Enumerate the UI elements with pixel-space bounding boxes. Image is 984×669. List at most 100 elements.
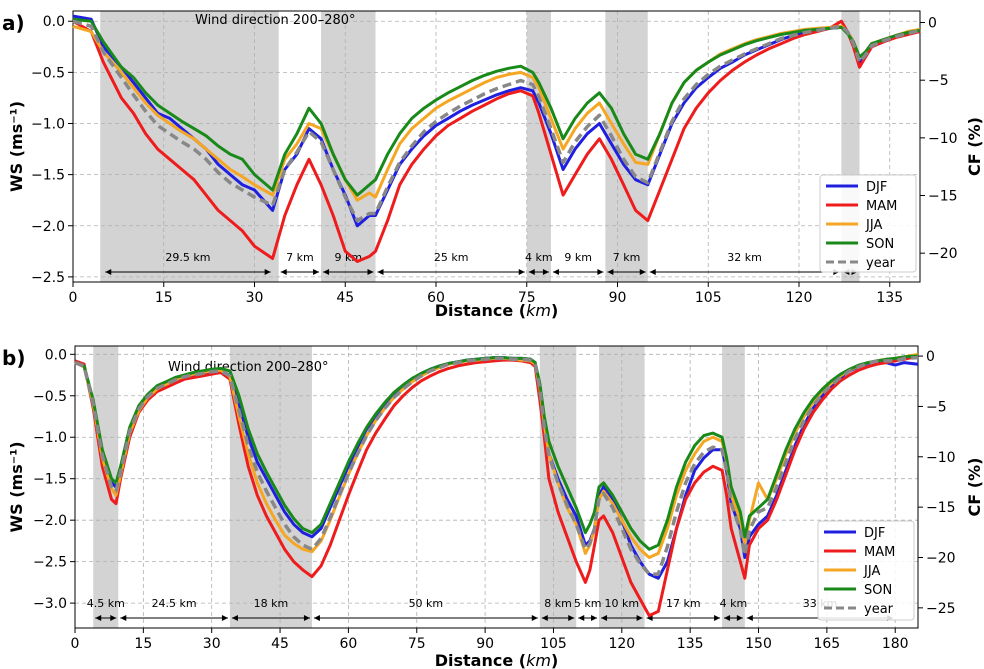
arrow-head-right bbox=[264, 269, 271, 275]
legend-label-jja: JJA bbox=[865, 218, 882, 233]
arrow-head-right bbox=[568, 615, 575, 621]
segment-label: 29.5 km bbox=[165, 251, 210, 264]
x-axis-label: Distance (km) bbox=[435, 301, 559, 320]
x-tick-label: 15 bbox=[134, 636, 152, 652]
y-right-tick-label: −10 bbox=[928, 131, 958, 147]
arrow-head-left bbox=[578, 615, 585, 621]
x-tick-label: 0 bbox=[69, 290, 78, 306]
arrow-head-right bbox=[636, 615, 643, 621]
segment-label: 17 km bbox=[666, 597, 701, 610]
arrow-head-left bbox=[95, 615, 102, 621]
segment-label: 7 km bbox=[613, 251, 641, 264]
y-right-tick-label: −15 bbox=[926, 500, 956, 516]
y-tick-label: −3.0 bbox=[33, 596, 67, 612]
x-tick-label: 150 bbox=[745, 636, 772, 652]
legend-label-son: SON bbox=[866, 237, 894, 252]
y-right-tick-label: −15 bbox=[928, 189, 958, 205]
y-right-tick-label: −25 bbox=[926, 601, 956, 617]
y-axis-label-left: WS (ms⁻¹) bbox=[7, 441, 26, 532]
arrow-head-left bbox=[601, 615, 608, 621]
y-tick-label: −1.0 bbox=[33, 430, 67, 446]
arrow-head-right bbox=[303, 615, 310, 621]
arrow-head-left bbox=[528, 269, 535, 275]
plot-frame bbox=[74, 345, 919, 629]
shaded-region bbox=[526, 11, 551, 282]
segment-label: 10 km bbox=[605, 597, 640, 610]
chart-panel-a: 0 15 30 45 60 75 90 105 120 135 0.0 −0.5 −1.0 −1.5 −2.… bbox=[2, 10, 984, 320]
arrow-head-right bbox=[313, 269, 320, 275]
chart-panel-b: 0 15 30 45 60 75 90 105 120 135 150 165 180 0.0 −0.5 −1… bbox=[2, 345, 984, 669]
x-tick-label: 15 bbox=[155, 290, 173, 306]
y-right-tick-label: −5 bbox=[926, 399, 947, 415]
arrow-head-left bbox=[646, 615, 653, 621]
arrow-head-left bbox=[377, 269, 384, 275]
series-line-son bbox=[72, 17, 921, 197]
x-tick-label: 165 bbox=[813, 636, 840, 652]
x-tick-label: 105 bbox=[695, 290, 722, 306]
x-axis-label: Distance (km) bbox=[435, 651, 559, 669]
arrow-head-right bbox=[221, 615, 228, 621]
y-axis-label-left: WS (ms⁻¹) bbox=[7, 101, 26, 192]
y-tick-label: −1.5 bbox=[31, 168, 65, 184]
y-axis-label-right: CF (%) bbox=[965, 117, 984, 176]
x-tick-label: 45 bbox=[336, 290, 354, 306]
legend: DJF MAM JJA SON year bbox=[817, 520, 915, 621]
arrow-head-right bbox=[367, 269, 374, 275]
legend-label-year: year bbox=[864, 602, 894, 617]
segment-label: 4.5 km bbox=[87, 597, 125, 610]
legend: DJF MAM JJA SON year bbox=[819, 174, 917, 273]
legend-label-djf: DJF bbox=[864, 526, 885, 541]
segment-label: 4 km bbox=[720, 597, 748, 610]
y-tick-label: 0.0 bbox=[45, 347, 67, 363]
y-tick-label: −2.0 bbox=[33, 513, 67, 529]
x-tick-label: 135 bbox=[677, 636, 704, 652]
segment-label: 7 km bbox=[286, 251, 314, 264]
arrow-head-left bbox=[649, 269, 656, 275]
y-right-tick-label: 0 bbox=[926, 349, 935, 365]
arrow-head-left bbox=[724, 615, 731, 621]
y-right-tick-label: 0 bbox=[928, 16, 937, 32]
segment-label: 8 km bbox=[544, 597, 572, 610]
y-tick-label: −0.5 bbox=[33, 389, 67, 405]
series-line-djf bbox=[74, 356, 919, 580]
arrow-head-left bbox=[323, 269, 330, 275]
x-tick-label: 60 bbox=[339, 636, 357, 652]
arrow-head-left bbox=[552, 269, 559, 275]
legend-label-year: year bbox=[866, 256, 896, 271]
wind-direction-annotation: Wind direction 200–280° bbox=[195, 13, 356, 28]
arrow-head-right bbox=[518, 269, 525, 275]
x-tick-label: 75 bbox=[408, 636, 426, 652]
y-tick-label: −2.5 bbox=[33, 555, 67, 571]
arrow-head-left bbox=[120, 615, 127, 621]
segment-label: 9 km bbox=[564, 251, 592, 264]
arrow-head-right bbox=[714, 615, 721, 621]
x-tick-label: 180 bbox=[882, 636, 909, 652]
x-tick-label: 45 bbox=[271, 636, 289, 652]
arrow-head-left bbox=[607, 269, 614, 275]
x-tick-label: 30 bbox=[203, 636, 221, 652]
arrow-head-left bbox=[746, 615, 753, 621]
y-right-tick-label: −20 bbox=[926, 551, 956, 567]
x-tick-label: 0 bbox=[71, 636, 80, 652]
y-tick-label: −0.5 bbox=[31, 65, 65, 81]
legend-label-djf: DJF bbox=[866, 180, 887, 195]
arrow-head-right bbox=[110, 615, 117, 621]
x-tick-label: 90 bbox=[476, 636, 494, 652]
y-right-tick-label: −10 bbox=[926, 450, 956, 466]
x-tick-label: 90 bbox=[609, 290, 627, 306]
series-line-year bbox=[74, 355, 919, 576]
series-line-mam bbox=[74, 354, 919, 618]
x-tick-label: 105 bbox=[540, 636, 567, 652]
arrow-head-right bbox=[639, 269, 646, 275]
arrow-head-left bbox=[313, 615, 320, 621]
y-right-tick-label: −20 bbox=[928, 246, 958, 262]
segment-label: 18 km bbox=[254, 597, 289, 610]
arrow-head-left bbox=[280, 269, 287, 275]
arrow-head-left bbox=[105, 269, 112, 275]
legend-box bbox=[819, 174, 917, 273]
y-tick-label: −2.0 bbox=[31, 219, 65, 235]
segment-label: 5 km bbox=[574, 597, 602, 610]
segment-label: 32 km bbox=[727, 251, 762, 264]
y-right-tick-label: −5 bbox=[928, 73, 949, 89]
